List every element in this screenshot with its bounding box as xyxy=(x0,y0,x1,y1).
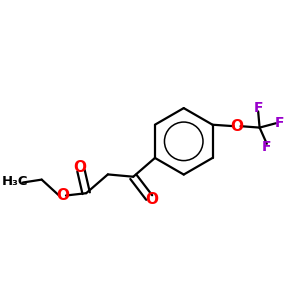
Text: O: O xyxy=(145,192,158,207)
Text: F: F xyxy=(274,116,284,130)
Text: F: F xyxy=(254,101,263,115)
Text: O: O xyxy=(56,188,69,203)
Text: O: O xyxy=(231,119,244,134)
Text: O: O xyxy=(73,160,86,175)
Text: H₃C: H₃C xyxy=(2,175,28,188)
Text: F: F xyxy=(262,140,272,154)
